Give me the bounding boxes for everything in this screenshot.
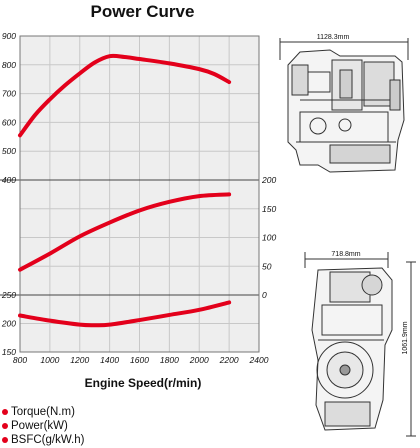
y-tick-label: 200 xyxy=(1,319,16,329)
x-tick-label: 800 xyxy=(13,355,27,365)
x-tick-label: 2000 xyxy=(189,355,209,365)
series-line-torque xyxy=(18,53,232,138)
legend-label: BSFC(g/kW.h) xyxy=(11,434,85,446)
x-tick-label: 1800 xyxy=(160,355,179,365)
x-tick-label: 1600 xyxy=(130,355,149,365)
y-tick-label: 50 xyxy=(262,261,272,271)
y-tick-label: 250 xyxy=(1,290,16,300)
tick-labels: 800 1000 1200 1400 1600 1800 2000 2200 240040050… xyxy=(1,31,277,365)
y-tick-label: 150 xyxy=(2,347,16,357)
y-tick-label: 0 xyxy=(262,290,267,300)
curves xyxy=(18,53,232,328)
chart-title: Power Curve xyxy=(90,2,195,21)
y-tick-label: 900 xyxy=(2,31,16,41)
y-tick-label: 150 xyxy=(262,204,276,214)
side-view-dimension-label: 1128.3mm xyxy=(317,34,350,41)
y-tick-label: 100 xyxy=(262,233,276,243)
x-tick-label: 2200 xyxy=(219,355,239,365)
y-tick-label: 400 xyxy=(2,175,16,185)
y-tick-label: 500 xyxy=(2,146,16,156)
y-tick-label: 600 xyxy=(2,117,16,127)
legend-label: Torque(N.m) xyxy=(11,406,75,418)
engine-front-view-drawing xyxy=(304,252,416,437)
engine-side-view-drawing xyxy=(279,38,409,173)
legend-item-bsfc: BSFC(g/kW.h) xyxy=(2,433,84,447)
legend: Torque(N.m) Power(kW) BSFC(g/kW.h) xyxy=(2,405,84,447)
front-view-width-dimension-label: 718.8mm xyxy=(331,251,360,258)
legend-marker xyxy=(2,409,8,415)
y-tick-label: 700 xyxy=(2,89,16,99)
y-tick-label: 200 xyxy=(261,175,276,185)
legend-marker xyxy=(2,423,8,429)
x-axis-label: Engine Speed(r/min) xyxy=(84,376,202,390)
series-line-bsfc xyxy=(18,300,232,328)
x-tick-label: 1000 xyxy=(40,355,59,365)
legend-marker xyxy=(2,437,8,443)
legend-label: Power(kW) xyxy=(11,420,68,432)
front-view-height-dimension-label: 1061.9mm xyxy=(402,321,409,354)
series-line-power xyxy=(18,192,232,272)
panel-dividers xyxy=(0,35,260,353)
x-tick-label: 1400 xyxy=(100,355,119,365)
plot-frame xyxy=(19,35,260,353)
x-tick-label: 2400 xyxy=(249,355,269,365)
legend-item-power: Power(kW) xyxy=(2,419,84,433)
legend-item-torque: Torque(N.m) xyxy=(2,405,84,419)
y-tick-label: 800 xyxy=(2,60,16,70)
x-tick-label: 1200 xyxy=(70,355,89,365)
